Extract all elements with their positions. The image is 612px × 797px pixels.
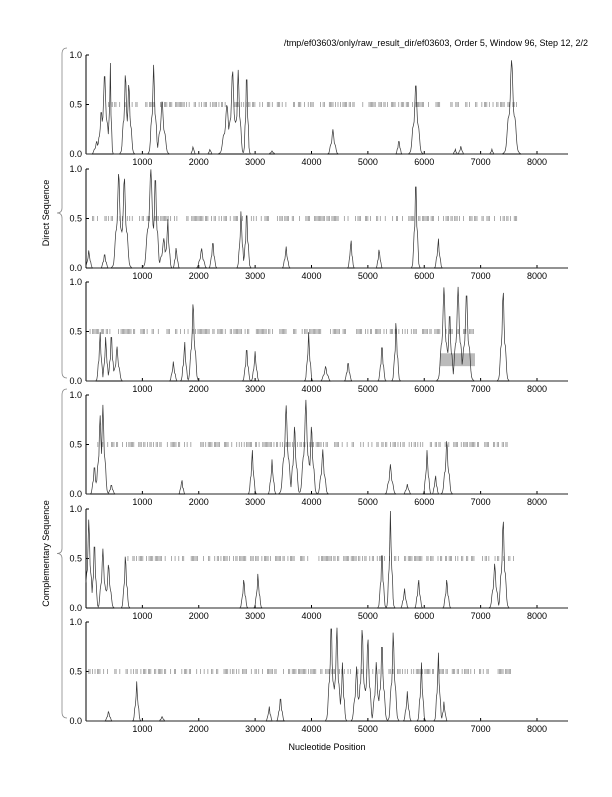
x-tick-label: 8000 <box>527 497 547 507</box>
x-tick-label: 5000 <box>358 157 378 167</box>
y-tick-label: 0.0 <box>69 489 82 499</box>
x-tick-label: 3000 <box>245 611 265 621</box>
x-tick-label: 3000 <box>245 384 265 394</box>
y-tick-label: 1.0 <box>69 617 82 627</box>
y-tick-label: 0.0 <box>69 376 82 386</box>
x-tick-label: 3000 <box>245 157 265 167</box>
y-tick-label: 0.5 <box>69 100 82 110</box>
y-tick-label: 1.0 <box>69 504 82 514</box>
x-tick-label: 1000 <box>132 384 152 394</box>
direct-sequence-label: Direct Sequence <box>41 180 51 247</box>
panel-5: 0.0 0.5 1.0 1000 2000 3000 4000 5000 6000 7000 800… <box>69 504 568 621</box>
coding-potential-curve <box>85 510 568 609</box>
y-tick-label: 0.5 <box>69 327 82 337</box>
y-tick-label: 1.0 <box>69 277 82 287</box>
x-tick-label: 6000 <box>414 271 434 281</box>
x-tick-label: 7000 <box>471 157 491 167</box>
plot-title: /tmp/ef03603/only/raw_result_dir/ef03603… <box>284 38 588 48</box>
x-tick-label: 4000 <box>301 271 321 281</box>
x-tick-label: 4000 <box>301 724 321 734</box>
coding-potential-curve <box>86 286 568 382</box>
x-tick-label: 8000 <box>527 611 547 621</box>
y-tick-label: 1.0 <box>69 164 82 174</box>
panel-4: 0.0 0.5 1.0 1000 2000 3000 4000 5000 6000 7000 800… <box>69 390 568 507</box>
x-tick-label: 8000 <box>527 724 547 734</box>
direct-sequence-brace <box>56 47 68 379</box>
x-tick-label: 8000 <box>527 157 547 167</box>
x-tick-label: 1000 <box>132 271 152 281</box>
x-tick-label: 3000 <box>245 724 265 734</box>
x-tick-label: 4000 <box>301 157 321 167</box>
x-tick-label: 4000 <box>301 611 321 621</box>
x-tick-label: 2000 <box>189 497 209 507</box>
y-tick-label: 0.5 <box>69 214 82 224</box>
x-tick-label: 4000 <box>301 384 321 394</box>
x-tick-label: 5000 <box>358 611 378 621</box>
x-tick-label: 4000 <box>301 497 321 507</box>
x-tick-label: 5000 <box>358 384 378 394</box>
x-tick-label: 2000 <box>189 271 209 281</box>
x-tick-label: 1000 <box>132 157 152 167</box>
x-tick-label: 5000 <box>358 271 378 281</box>
panel-6: 0.0 0.5 1.0 1000 2000 3000 4000 5000 6000 7000 800… <box>69 617 568 734</box>
x-tick-label: 1000 <box>132 497 152 507</box>
coding-potential-curve <box>85 169 568 269</box>
x-tick-label: 5000 <box>358 497 378 507</box>
y-tick-label: 0.0 <box>69 149 82 159</box>
x-tick-label: 6000 <box>414 384 434 394</box>
y-tick-label: 0.0 <box>69 603 82 613</box>
y-tick-label: 0.0 <box>69 716 82 726</box>
x-tick-label: 8000 <box>527 384 547 394</box>
y-tick-label: 0.0 <box>69 263 82 273</box>
x-tick-label: 7000 <box>471 271 491 281</box>
coding-potential-curve <box>86 60 568 155</box>
coding-potential-curve <box>86 627 568 722</box>
x-tick-label: 1000 <box>132 611 152 621</box>
y-tick-label: 0.5 <box>69 440 82 450</box>
x-tick-label: 8000 <box>527 271 547 281</box>
panel-1: 0.0 0.5 1.0 1000 2000 3000 4000 5000 6000 7000 800… <box>69 50 568 167</box>
complementary-sequence-brace <box>56 388 68 719</box>
y-tick-label: 1.0 <box>69 390 82 400</box>
coding-potential-curve <box>86 399 568 495</box>
x-tick-label: 6000 <box>414 157 434 167</box>
x-tick-label: 7000 <box>471 724 491 734</box>
x-tick-label: 2000 <box>189 157 209 167</box>
threshold-ticks <box>97 442 508 447</box>
threshold-ticks <box>108 102 517 107</box>
x-tick-label: 6000 <box>414 497 434 507</box>
x-tick-label: 5000 <box>358 724 378 734</box>
x-tick-label: 2000 <box>189 384 209 394</box>
panel-2: 0.0 0.5 1.0 1000 2000 3000 4000 5000 6000 7000 800… <box>69 164 568 281</box>
y-tick-label: 0.5 <box>69 667 82 677</box>
threshold-ticks <box>88 669 511 674</box>
x-tick-label: 7000 <box>471 611 491 621</box>
x-tick-label: 3000 <box>245 497 265 507</box>
x-tick-label: 7000 <box>471 384 491 394</box>
x-tick-label: 2000 <box>189 611 209 621</box>
threshold-ticks <box>92 216 518 221</box>
panel-3: 0.0 0.5 1.0 1000 2000 3000 4000 5000 6000 7000 800… <box>69 277 568 394</box>
highlight-region <box>440 353 475 367</box>
complementary-sequence-label: Complementary Sequence <box>41 500 51 607</box>
x-tick-label: 2000 <box>189 724 209 734</box>
x-tick-label: 3000 <box>245 271 265 281</box>
x-tick-label: 6000 <box>414 611 434 621</box>
y-tick-label: 1.0 <box>69 50 82 60</box>
threshold-ticks <box>89 329 474 334</box>
x-tick-label: 6000 <box>414 724 434 734</box>
x-tick-label: 7000 <box>471 497 491 507</box>
x-axis-label: Nucleotide Position <box>288 742 365 752</box>
y-tick-label: 0.5 <box>69 554 82 564</box>
x-tick-label: 1000 <box>132 724 152 734</box>
threshold-ticks <box>127 556 515 561</box>
